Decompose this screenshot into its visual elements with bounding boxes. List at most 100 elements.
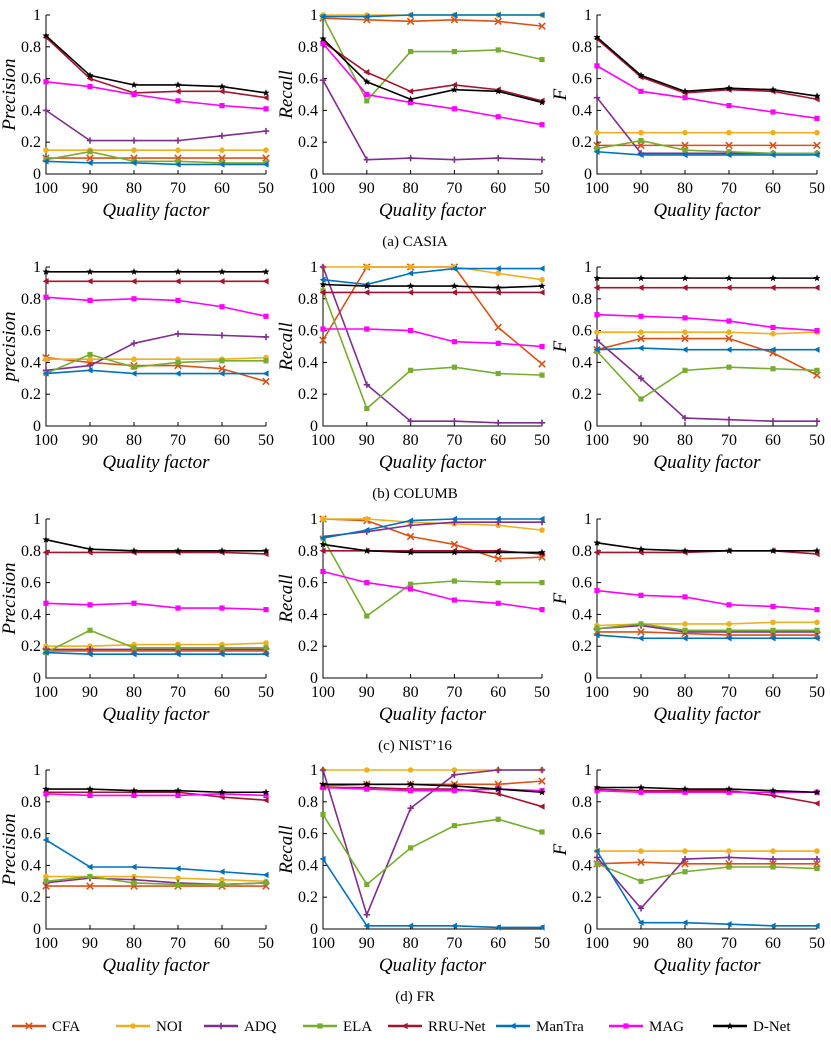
subfigure-caption: (a) CASIA xyxy=(382,234,448,250)
data-point xyxy=(130,786,138,794)
data-point xyxy=(175,792,181,799)
series-line xyxy=(323,783,543,794)
data-point xyxy=(262,797,269,804)
data-point xyxy=(638,789,644,795)
data-point xyxy=(407,418,414,425)
data-point xyxy=(726,627,732,633)
data-point xyxy=(637,274,645,282)
series-cfa xyxy=(319,263,546,368)
series-line xyxy=(45,36,267,99)
data-point xyxy=(262,89,270,96)
data-point xyxy=(451,578,457,584)
x-tick-label: 90 xyxy=(82,180,98,197)
data-point xyxy=(450,282,459,290)
data-point xyxy=(769,635,776,642)
data-point xyxy=(320,784,326,791)
data-point xyxy=(87,356,93,363)
data-point xyxy=(681,284,688,291)
data-point xyxy=(770,627,776,633)
y-tick-label: 0.8 xyxy=(298,543,318,560)
y-tick-label: 0.8 xyxy=(21,39,41,56)
data-point xyxy=(42,836,49,844)
data-point xyxy=(495,270,502,277)
data-point xyxy=(406,780,415,788)
data-point xyxy=(87,297,93,303)
data-point xyxy=(451,767,458,773)
y-tick-label: 0.6 xyxy=(21,323,41,340)
x-tick-label: 70 xyxy=(170,684,186,701)
data-point xyxy=(42,107,50,114)
data-point xyxy=(495,600,501,606)
data-point xyxy=(218,332,226,339)
x-tick-label: 100 xyxy=(585,935,609,952)
series-ela xyxy=(594,348,820,402)
data-point xyxy=(407,922,414,930)
series-line xyxy=(322,38,543,104)
series-mantra xyxy=(593,148,820,159)
data-point xyxy=(43,294,49,300)
data-point xyxy=(770,366,776,372)
series-line xyxy=(46,642,267,647)
x-tick-label: 50 xyxy=(534,180,550,197)
data-point xyxy=(495,114,501,120)
data-point xyxy=(538,803,545,810)
x-tick-label: 90 xyxy=(359,935,375,952)
data-point xyxy=(319,76,327,84)
series-noi xyxy=(43,147,269,153)
series-mag xyxy=(320,326,545,350)
y-tick-label: 0.2 xyxy=(572,889,592,906)
data-point xyxy=(175,147,181,153)
data-point xyxy=(406,532,415,541)
data-point xyxy=(219,605,225,611)
data-point xyxy=(682,315,688,321)
data-point xyxy=(593,346,600,353)
subfigure-caption: (d) FR xyxy=(395,989,435,1005)
series-line xyxy=(322,290,543,410)
y-tick-label: 0.2 xyxy=(21,638,41,655)
x-tick-label: 100 xyxy=(311,180,335,197)
data-point xyxy=(637,783,645,791)
data-point xyxy=(363,289,370,296)
data-point xyxy=(682,869,688,875)
data-point xyxy=(682,129,688,136)
data-point xyxy=(681,87,689,95)
data-point xyxy=(682,147,688,153)
data-point xyxy=(174,137,182,144)
data-point xyxy=(726,318,732,324)
series-line xyxy=(322,518,543,560)
x-tick-label: 100 xyxy=(34,935,58,952)
x-tick-label: 50 xyxy=(258,684,274,701)
data-point xyxy=(450,548,459,556)
y-tick-label: 1 xyxy=(310,511,318,528)
data-point xyxy=(263,106,269,112)
series-line xyxy=(322,521,542,538)
series-rru-net xyxy=(319,289,545,296)
data-point xyxy=(637,344,644,352)
x-tick-label: 80 xyxy=(126,432,142,449)
series-ela xyxy=(594,861,820,884)
x-tick-label: 90 xyxy=(359,180,375,197)
data-point xyxy=(219,147,225,153)
data-point xyxy=(130,370,137,377)
data-point xyxy=(770,848,776,854)
data-point xyxy=(770,864,776,870)
x-axis-label: Quality factor xyxy=(379,955,487,976)
chart-panel: 0 0.2 0.4 0.6 0.8 1 100 90 80 70 60 50 Quality facto… xyxy=(0,7,274,221)
series-ela xyxy=(320,13,545,104)
x-tick-label: 100 xyxy=(585,684,609,701)
series-line xyxy=(322,41,543,102)
data-point xyxy=(494,924,501,931)
x-tick-label: 60 xyxy=(490,684,506,701)
data-point xyxy=(131,356,137,363)
y-axis-label: Precision xyxy=(0,58,20,131)
data-point xyxy=(450,85,459,93)
series-line xyxy=(596,589,818,611)
series-mag xyxy=(320,568,545,613)
data-point xyxy=(637,635,644,642)
y-tick-label: 0.2 xyxy=(21,134,41,151)
x-tick-label: 50 xyxy=(809,935,825,952)
data-point xyxy=(813,151,820,159)
x-tick-label: 80 xyxy=(403,684,419,701)
x-tick-label: 70 xyxy=(721,432,737,449)
data-point xyxy=(262,161,269,168)
